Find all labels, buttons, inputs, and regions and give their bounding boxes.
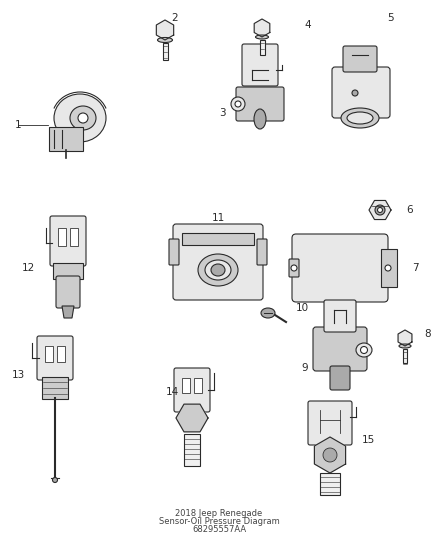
Polygon shape (156, 20, 173, 40)
Ellipse shape (375, 205, 385, 215)
FancyBboxPatch shape (42, 377, 68, 399)
FancyBboxPatch shape (330, 366, 350, 390)
Ellipse shape (356, 343, 372, 357)
Polygon shape (254, 19, 270, 37)
Ellipse shape (254, 109, 266, 129)
FancyBboxPatch shape (289, 259, 299, 277)
Polygon shape (398, 330, 412, 346)
Ellipse shape (341, 108, 379, 128)
Ellipse shape (198, 254, 238, 286)
FancyBboxPatch shape (381, 249, 397, 287)
Ellipse shape (385, 265, 391, 271)
FancyBboxPatch shape (194, 378, 202, 393)
FancyBboxPatch shape (184, 434, 200, 466)
Text: 2018 Jeep Renegade: 2018 Jeep Renegade (175, 508, 263, 518)
FancyBboxPatch shape (45, 346, 53, 362)
Ellipse shape (261, 308, 275, 318)
Polygon shape (314, 437, 346, 473)
Ellipse shape (291, 265, 297, 271)
Ellipse shape (352, 90, 358, 96)
FancyBboxPatch shape (58, 228, 66, 246)
Ellipse shape (53, 478, 57, 482)
Ellipse shape (399, 344, 411, 348)
FancyBboxPatch shape (260, 40, 265, 55)
FancyBboxPatch shape (343, 46, 377, 72)
Text: 14: 14 (166, 387, 179, 397)
FancyBboxPatch shape (173, 224, 263, 300)
FancyBboxPatch shape (174, 368, 210, 412)
Ellipse shape (235, 101, 241, 107)
FancyBboxPatch shape (163, 43, 168, 60)
Ellipse shape (360, 346, 367, 353)
Text: 6: 6 (407, 205, 413, 215)
FancyBboxPatch shape (332, 67, 390, 118)
Text: 9: 9 (302, 363, 308, 373)
Text: 8: 8 (425, 329, 431, 339)
FancyBboxPatch shape (182, 233, 254, 245)
FancyBboxPatch shape (308, 401, 352, 445)
FancyBboxPatch shape (56, 276, 80, 308)
FancyBboxPatch shape (313, 327, 367, 371)
Ellipse shape (78, 113, 88, 123)
Text: 7: 7 (412, 263, 418, 273)
Text: 68295557AA: 68295557AA (192, 524, 246, 533)
FancyBboxPatch shape (70, 228, 78, 246)
Text: 10: 10 (296, 303, 308, 313)
Ellipse shape (70, 106, 96, 130)
FancyBboxPatch shape (383, 259, 393, 277)
Text: 13: 13 (11, 370, 25, 380)
FancyBboxPatch shape (320, 473, 340, 495)
Text: 12: 12 (21, 263, 35, 273)
FancyBboxPatch shape (242, 44, 278, 86)
Ellipse shape (323, 448, 337, 462)
Text: 1: 1 (15, 120, 21, 130)
Ellipse shape (378, 207, 382, 213)
FancyBboxPatch shape (182, 378, 190, 393)
Text: 2: 2 (172, 13, 178, 23)
FancyBboxPatch shape (324, 300, 356, 332)
FancyBboxPatch shape (53, 263, 83, 279)
FancyBboxPatch shape (292, 234, 388, 302)
Text: 4: 4 (305, 20, 311, 30)
Text: 11: 11 (212, 213, 225, 223)
Ellipse shape (231, 97, 245, 111)
Ellipse shape (158, 37, 173, 43)
FancyBboxPatch shape (169, 239, 179, 265)
Ellipse shape (211, 264, 225, 276)
Polygon shape (62, 306, 74, 318)
FancyBboxPatch shape (236, 87, 284, 121)
FancyBboxPatch shape (57, 346, 65, 362)
Ellipse shape (255, 35, 268, 39)
Text: 3: 3 (219, 108, 225, 118)
Text: 15: 15 (361, 435, 374, 445)
FancyBboxPatch shape (37, 336, 73, 380)
FancyBboxPatch shape (50, 216, 86, 266)
FancyBboxPatch shape (49, 127, 83, 151)
Polygon shape (369, 200, 391, 220)
FancyBboxPatch shape (403, 349, 407, 363)
Text: 5: 5 (387, 13, 393, 23)
Text: Sensor-Oil Pressure Diagram: Sensor-Oil Pressure Diagram (159, 516, 279, 526)
Ellipse shape (54, 94, 106, 142)
Ellipse shape (205, 260, 231, 280)
Polygon shape (176, 404, 208, 432)
Ellipse shape (347, 112, 373, 124)
FancyBboxPatch shape (257, 239, 267, 265)
